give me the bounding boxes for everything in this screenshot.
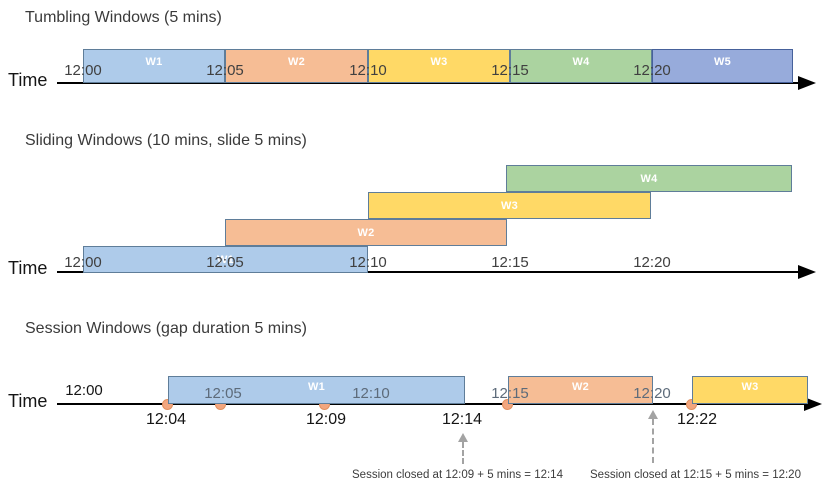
window-label: W3 — [500, 199, 519, 212]
session-window-w1: W1 — [168, 376, 465, 404]
callout-arrow-shaft — [652, 419, 654, 463]
session-tick-1200: 12:00 — [65, 382, 103, 399]
window-label: W2 — [357, 226, 375, 239]
window-label: W4 — [572, 56, 590, 68]
sliding-window-w3: W3 — [368, 192, 651, 219]
sliding-timeline-axis — [57, 271, 802, 273]
sliding-title: Sliding Windows (10 mins, slide 5 mins) — [25, 132, 307, 149]
window-label: W2 — [287, 56, 306, 68]
window-label: W1 — [307, 381, 326, 393]
tumbling-window-w1: W1 — [83, 49, 225, 83]
sliding-timeline-arrow-icon — [798, 265, 816, 279]
tumbling-timeline-arrow-icon — [798, 76, 816, 90]
sliding-tick-1210: 12:10 — [349, 254, 387, 271]
window-label: W3 — [430, 56, 448, 68]
event-dot-1204 — [162, 399, 173, 410]
session-tick-1210: 12:10 — [352, 385, 390, 402]
window-label: W2 — [571, 381, 590, 393]
tumbling-tick-1220: 12:20 — [633, 62, 671, 79]
session-window-w3: W3 — [692, 376, 808, 404]
session-tick-1205: 12:05 — [204, 385, 242, 402]
sliding-section: Sliding Windows (10 mins, slide 5 mins) … — [0, 110, 829, 295]
window-label: W1 — [145, 56, 163, 68]
tumbling-section: Tumbling Windows (5 mins) Time W1 W2 W3 … — [0, 0, 829, 110]
sliding-time-label: Time — [8, 258, 48, 278]
sliding-tick-1205: 12:05 — [206, 254, 244, 271]
sliding-window-w1: W1 — [83, 246, 368, 273]
callout-arrow-up-icon — [458, 433, 468, 442]
tumbling-time-label: Time — [8, 70, 48, 90]
window-label: W5 — [713, 56, 732, 68]
session-closed-note-2: Session closed at 12:15 + 5 mins = 12:20 — [590, 469, 801, 481]
tumbling-window-w2: W2 — [225, 49, 368, 83]
session-tick-1220: 12:20 — [633, 385, 671, 402]
sliding-window-w4: W4 — [506, 165, 792, 192]
session-timeline-arrow-icon — [804, 397, 822, 411]
event-time-1204: 12:04 — [145, 411, 187, 428]
tumbling-tick-1215: 12:15 — [491, 62, 529, 79]
session-window-w2: W2 — [508, 376, 653, 404]
event-time-1222: 12:22 — [676, 411, 718, 428]
window-label: W1 — [216, 253, 235, 266]
tumbling-tick-1205: 12:05 — [206, 62, 244, 79]
session-closed-note-1: Session closed at 12:09 + 5 mins = 12:14 — [352, 469, 563, 481]
sliding-tick-1220: 12:20 — [633, 254, 671, 271]
tumbling-window-w4: W4 — [510, 49, 652, 83]
event-time-1209: 12:09 — [305, 411, 347, 428]
tumbling-window-w3: W3 — [368, 49, 510, 83]
window-label: W3 — [741, 381, 759, 393]
event-dot-1222 — [686, 399, 697, 410]
callout-arrow-up-icon — [648, 410, 658, 419]
session-timeline-axis — [57, 403, 808, 405]
callout-arrow-shaft — [462, 442, 464, 464]
session-tick-1215: 12:15 — [491, 385, 529, 402]
event-dot-1215 — [502, 399, 513, 410]
session-section: Session Windows (gap duration 5 mins) Ti… — [0, 295, 829, 498]
sliding-window-w2: W2 — [225, 219, 507, 246]
tumbling-title: Tumbling Windows (5 mins) — [25, 9, 222, 26]
session-title: Session Windows (gap duration 5 mins) — [25, 320, 307, 337]
tumbling-timeline-axis — [57, 82, 802, 84]
tumbling-tick-1210: 12:10 — [349, 62, 387, 79]
sliding-tick-1215: 12:15 — [491, 254, 529, 271]
tumbling-tick-1200: 12:00 — [64, 62, 102, 79]
session-time-label: Time — [8, 391, 48, 411]
window-label: W4 — [640, 172, 658, 185]
event-time-1214: 12:14 — [441, 411, 483, 428]
tumbling-window-w5: W5 — [652, 49, 793, 83]
sliding-tick-1200: 12:00 — [64, 254, 102, 271]
